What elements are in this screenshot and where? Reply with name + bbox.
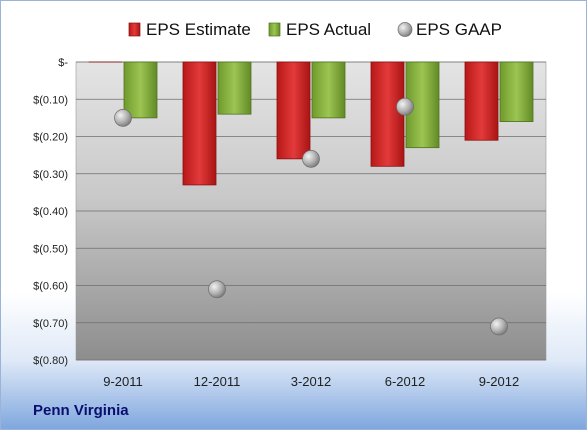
point-eps-gaap — [303, 150, 320, 167]
y-tick-label: $(0.20) — [33, 132, 68, 144]
bar-eps-estimate — [465, 62, 498, 140]
y-tick-label: $(0.30) — [33, 169, 68, 181]
y-tick-label: $(0.40) — [33, 206, 68, 218]
x-tick-label: 3-2012 — [291, 374, 331, 389]
legend-item: EPS Actual — [269, 20, 371, 39]
bar-eps-actual — [218, 62, 251, 114]
y-tick-label: $(0.80) — [33, 355, 68, 367]
y-tick-label: $(0.70) — [33, 318, 68, 330]
bar-eps-estimate — [371, 62, 404, 166]
bar-eps-actual — [500, 62, 533, 122]
x-tick-label: 9-2012 — [479, 374, 519, 389]
y-tick-label: $(0.50) — [33, 243, 68, 255]
x-tick-label: 9-2011 — [103, 374, 143, 389]
legend-label: EPS Actual — [286, 20, 371, 39]
point-eps-gaap — [491, 318, 508, 335]
y-tick-label: $(0.60) — [33, 281, 68, 293]
legend-item: EPS Estimate — [129, 20, 251, 39]
y-tick-label: $(0.10) — [33, 94, 68, 106]
legend-item: EPS GAAP — [398, 20, 502, 39]
x-tick-label: 12-2011 — [194, 374, 241, 389]
bar-eps-estimate — [277, 62, 310, 159]
point-eps-gaap — [397, 98, 414, 115]
legend-marker — [398, 23, 412, 37]
bar-eps-actual — [124, 62, 157, 118]
company-name: Penn Virginia — [33, 402, 129, 419]
legend-label: EPS Estimate — [146, 20, 251, 39]
y-axis: $- $(0.10) $(0.20) $(0.30) $(0.40) $(0.50) $(0… — [33, 57, 68, 367]
y-tick-label: $- — [58, 57, 68, 69]
legend-swatch — [129, 23, 140, 36]
point-eps-gaap — [209, 281, 226, 298]
bar-eps-actual — [312, 62, 345, 118]
legend-swatch — [269, 23, 280, 36]
x-axis: 9-2011 12-2011 3-2012 6-2012 9-2012 — [103, 374, 519, 389]
legend-label: EPS GAAP — [416, 20, 502, 39]
x-tick-label: 6-2012 — [385, 374, 425, 389]
point-eps-gaap — [115, 109, 132, 126]
bar-eps-estimate — [183, 62, 216, 185]
legend: EPS Estimate EPS Actual EPS GAAP — [129, 20, 502, 39]
